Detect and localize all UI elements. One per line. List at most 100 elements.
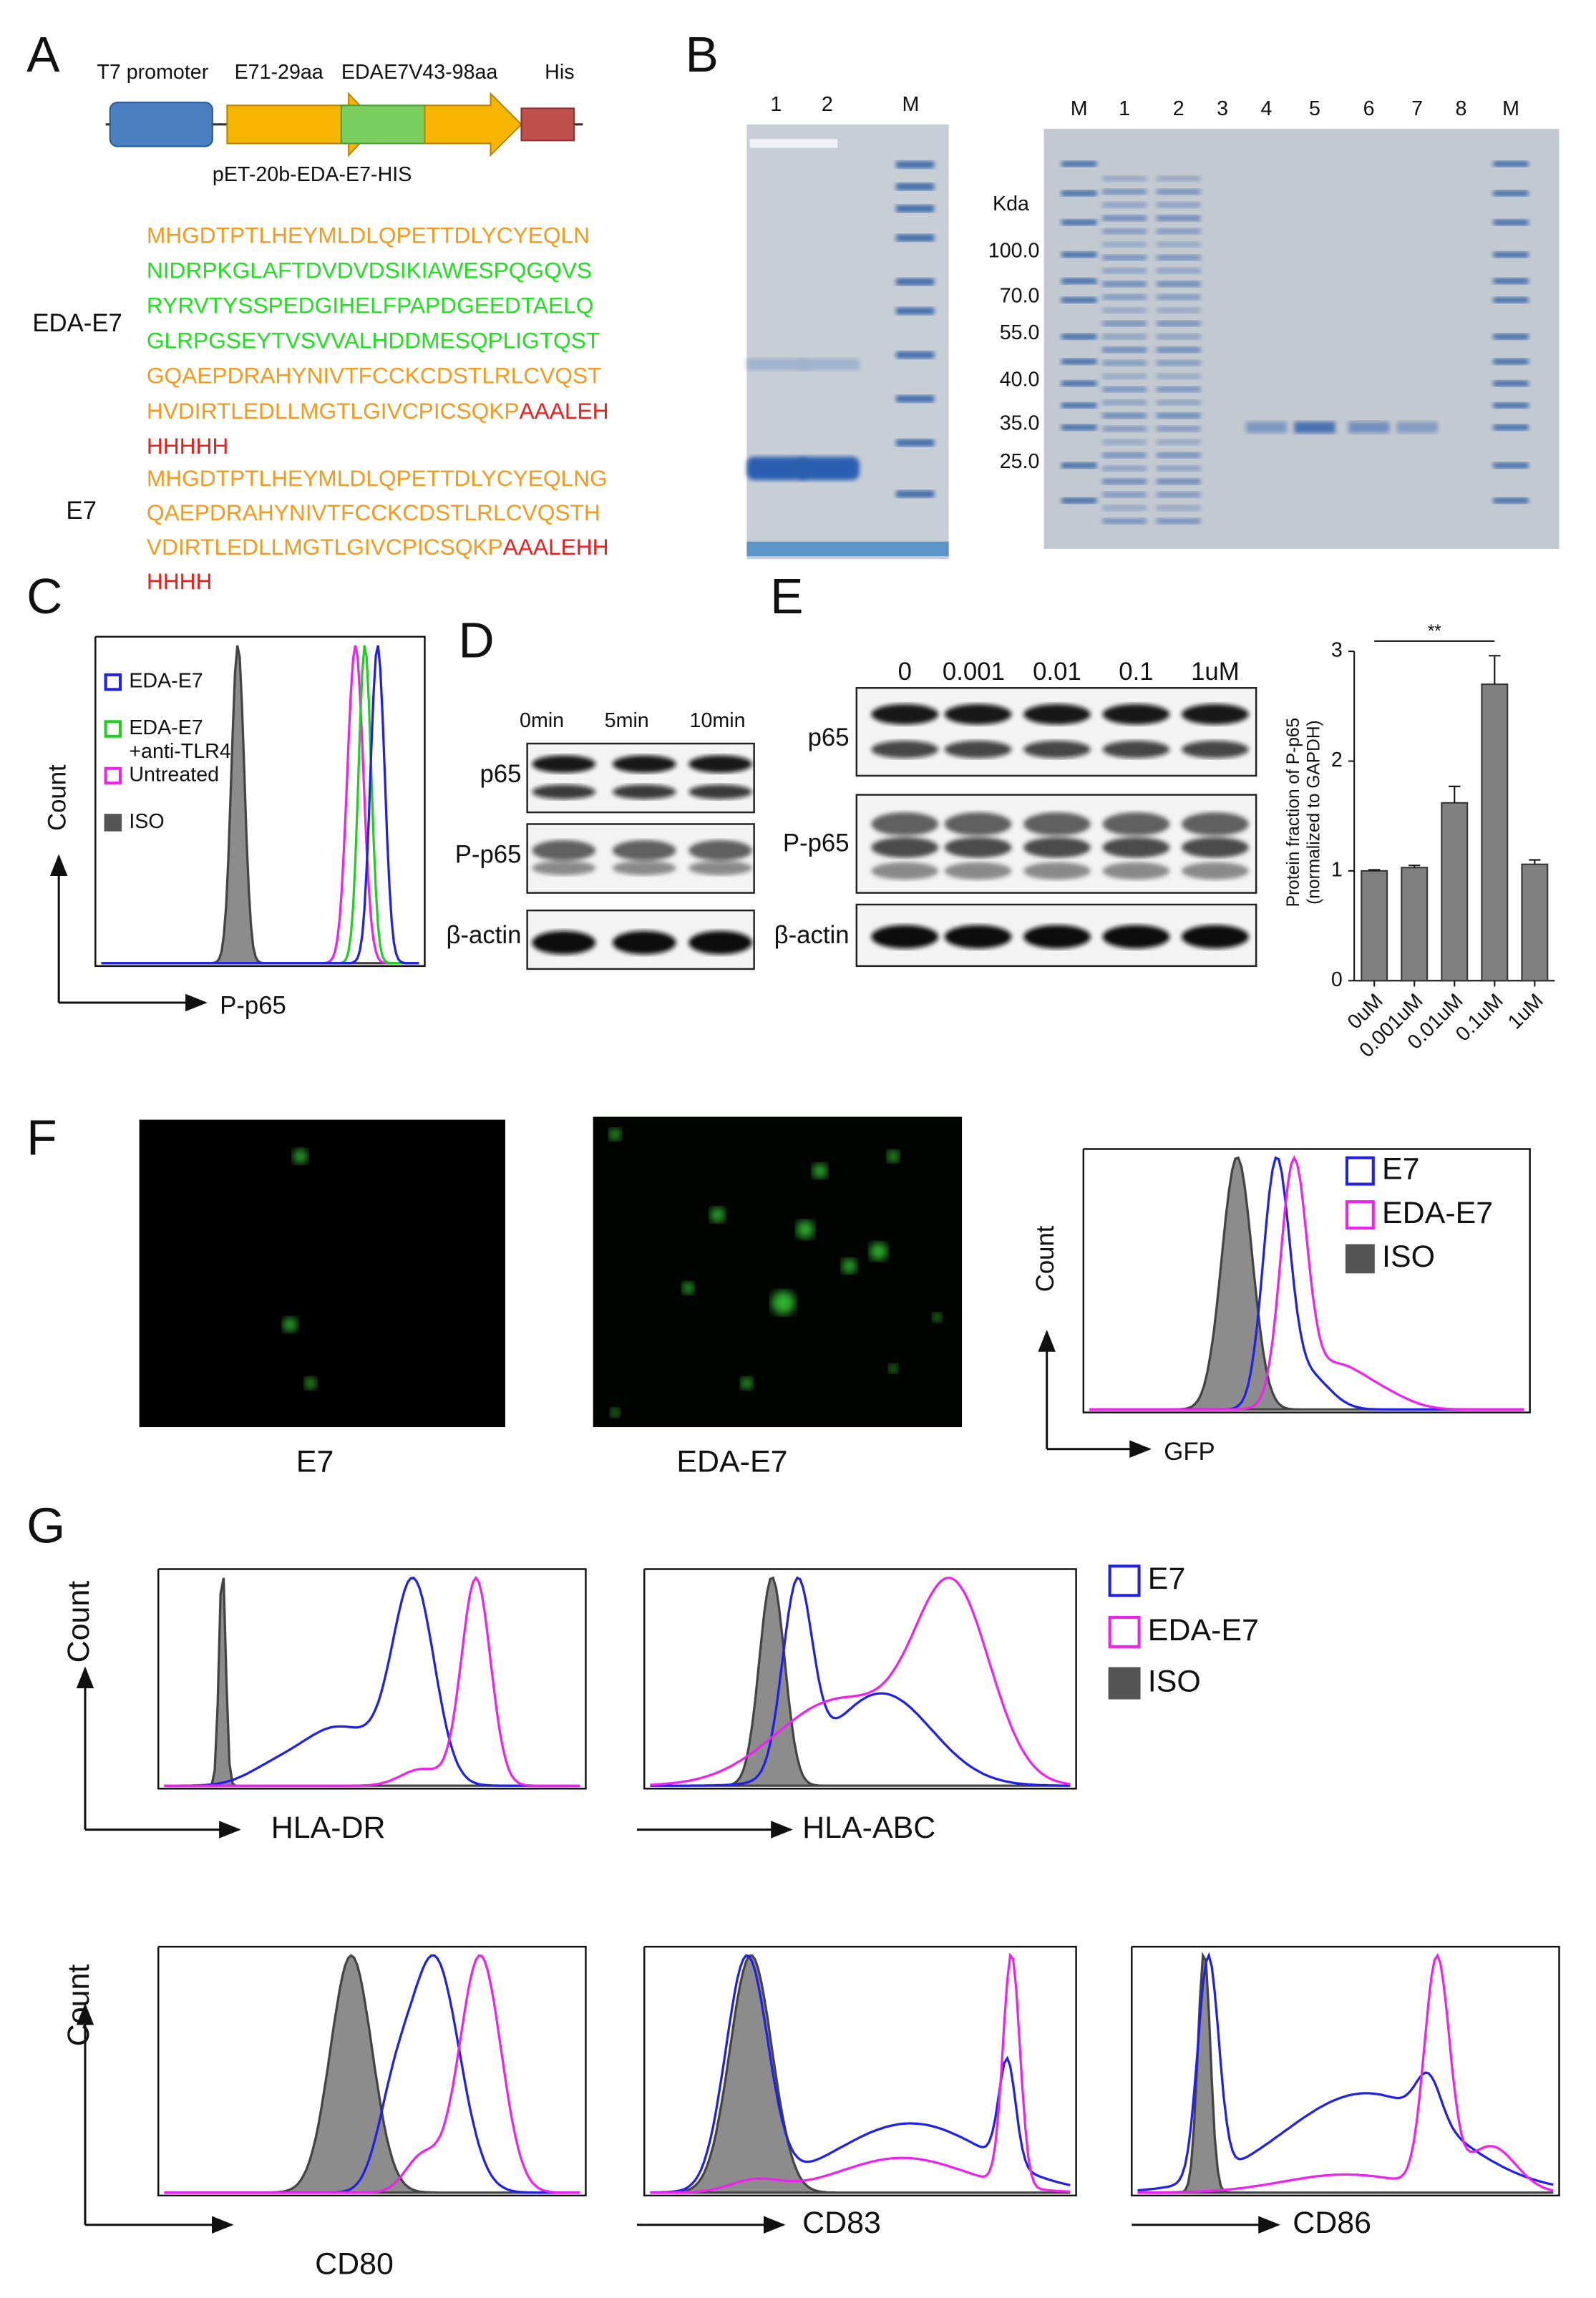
text: 8: [1456, 97, 1467, 120]
histogram: [1137, 1952, 1554, 2192]
lysate-band: [1102, 281, 1147, 287]
lysate-band: [1102, 268, 1147, 274]
blot-band: [688, 930, 752, 955]
text: G: [26, 1498, 65, 1554]
lysate-band: [1157, 254, 1201, 261]
text: A: [26, 26, 60, 82]
y-tick-label: 3: [1331, 639, 1343, 662]
sequence-segment: NIDRPKGLAFTDVDVDSIKIAWESPQGQVS: [147, 258, 592, 283]
lysate-band: [1102, 505, 1147, 511]
sequence-line: RYRVTYSSPEDGIHELFPAPDGEEDTAELQ: [147, 293, 594, 318]
text: pET-20b-EDA-E7-HIS: [213, 163, 412, 186]
text: CD80: [315, 2246, 394, 2281]
text: Count: [62, 1965, 96, 2047]
text: 40.0: [1000, 368, 1040, 391]
ladder-band: [1493, 402, 1529, 409]
legend-swatch: [1345, 1244, 1375, 1274]
ladder-band: [896, 234, 935, 242]
ladder-band: [896, 307, 935, 315]
text: Count: [1032, 1225, 1059, 1292]
text: 10min: [690, 709, 746, 732]
band: [746, 457, 809, 480]
text: T7 promoter: [97, 61, 208, 84]
blot-band: [1023, 812, 1091, 836]
blot-band: [612, 784, 676, 799]
text: 0: [898, 658, 912, 686]
lysate-band: [1102, 452, 1147, 459]
blot-band: [1181, 925, 1249, 949]
text: 35.0: [1000, 412, 1040, 435]
lysate-band: [1157, 268, 1201, 274]
text: M: [1502, 97, 1519, 120]
blot-band: [944, 925, 1012, 949]
gel-1-bottom: [746, 541, 949, 557]
text: EDA-E7: [32, 310, 122, 337]
ladder-band: [896, 490, 935, 498]
lysate-band: [1157, 399, 1201, 406]
text: 0min: [520, 709, 564, 732]
bar: [1361, 870, 1388, 982]
y-axis-label: Protein fraction of P-p65: [1284, 718, 1303, 907]
blot-band: [1181, 837, 1249, 858]
cell: [772, 1290, 795, 1315]
lysate-band: [1157, 452, 1201, 459]
lysate-band: [1102, 254, 1147, 261]
lysate-band: [1102, 202, 1147, 208]
blot-band: [944, 837, 1012, 858]
text: 1uM: [1191, 658, 1240, 686]
error-bar: [1529, 859, 1541, 865]
plot-frame: [1131, 1945, 1560, 2197]
cell: [304, 1377, 317, 1389]
lysate-band: [1157, 505, 1201, 511]
cell: [283, 1317, 298, 1333]
promoter: [109, 102, 213, 147]
blot-band: [1102, 837, 1170, 858]
text: 5: [1309, 97, 1320, 120]
blot-band: [871, 862, 939, 880]
lysate-band: [1157, 202, 1201, 208]
lysate-band: [1102, 399, 1147, 406]
ladder-band: [1493, 160, 1529, 167]
ladder-band: [896, 160, 935, 169]
text: His: [545, 61, 574, 84]
text: Count: [62, 1581, 96, 1663]
lysate-band: [1102, 478, 1147, 485]
target-band: [1294, 422, 1335, 434]
text: ISO: [129, 810, 164, 833]
cell: [870, 1242, 887, 1260]
blot-band: [1023, 740, 1091, 759]
lysate-band: [1157, 228, 1201, 235]
lysate-band: [1102, 492, 1147, 498]
text: EDA-E7: [1382, 1196, 1493, 1230]
plot-frame: [643, 1568, 1077, 1790]
histogram: [650, 1576, 1071, 1787]
ladder-band: [1061, 424, 1097, 431]
text: p65: [808, 724, 850, 751]
text: 5min: [605, 709, 649, 732]
cell: [293, 1149, 308, 1164]
blot-band: [1102, 703, 1170, 725]
sequence-line: QAEPDRAHYNIVTFCCKCDSTLRLCVQSTH: [147, 500, 600, 525]
sequence-line: NIDRPKGLAFTDVDVDSIKIAWESPQGQVS: [147, 258, 592, 283]
lysate-band: [1157, 412, 1201, 419]
ladder-band: [1493, 359, 1529, 365]
text: 25.0: [1000, 450, 1040, 473]
blot-band: [871, 837, 939, 858]
sequence-segment: VDIRTLEDLLMGTLGIVCPICSQKP: [147, 534, 503, 560]
bar: [1481, 683, 1509, 982]
blot-band: [1023, 925, 1091, 949]
text: E7: [1148, 1562, 1186, 1596]
target-band: [1348, 422, 1390, 434]
lysate-band: [1157, 333, 1201, 340]
sequence-line: VDIRTLEDLLMGTLGIVCPICSQKPAAALEHH: [147, 534, 609, 560]
histogram: [650, 1954, 1071, 2194]
histogram: [101, 645, 419, 965]
legend-swatch: [104, 814, 122, 832]
ladder-band: [1493, 380, 1529, 386]
ladder-band: [896, 278, 935, 286]
text: E7: [1382, 1152, 1420, 1187]
sequence-segment: MHGDTPTLHEYMLDLQPETTDLYCYEQLNG: [147, 465, 608, 491]
histogram: [1089, 1154, 1524, 1411]
lysate-band: [1102, 333, 1147, 340]
